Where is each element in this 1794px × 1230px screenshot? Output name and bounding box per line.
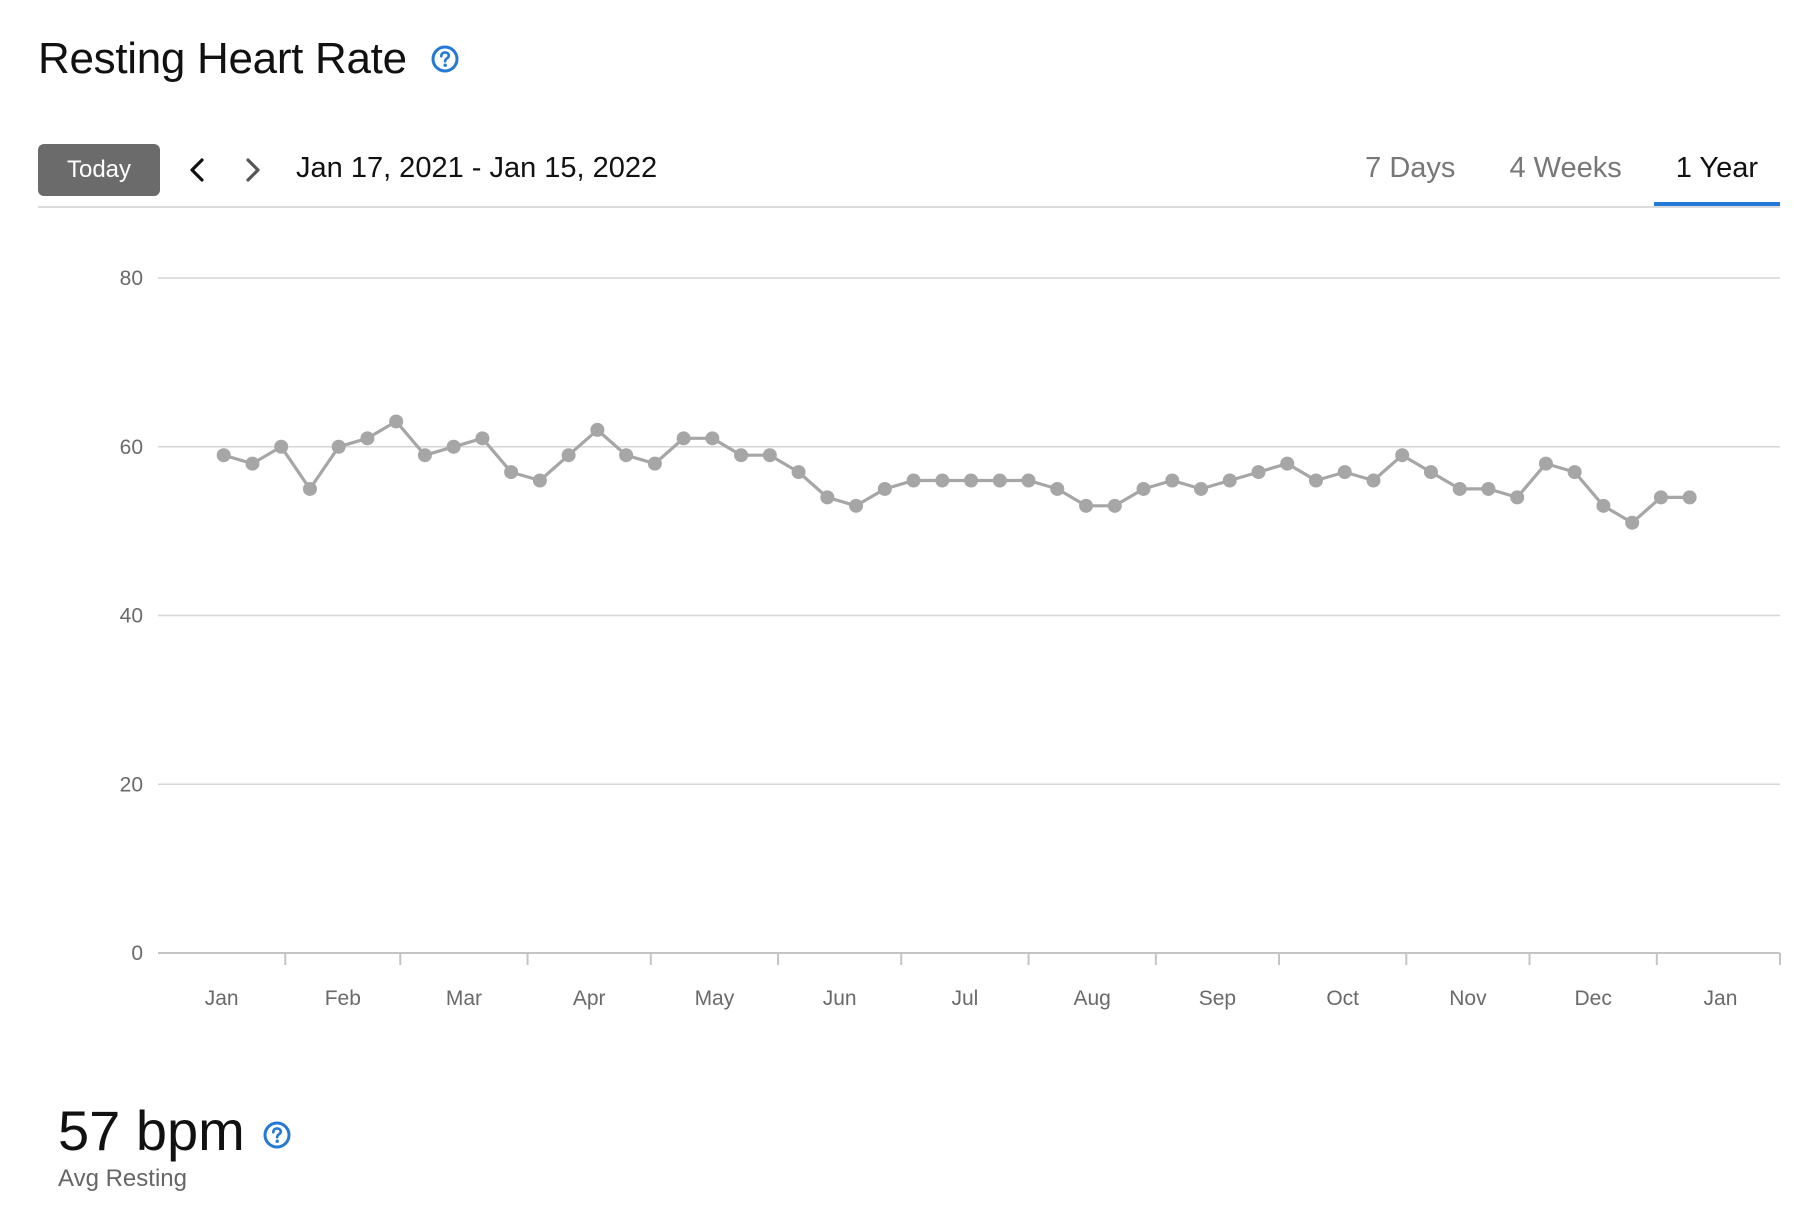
data-point [1395,448,1410,463]
data-point [360,431,375,446]
data-point [1280,456,1295,471]
data-point [1136,481,1151,496]
data-point [1481,481,1496,496]
x-tick-label: Jun [823,987,857,1010]
data-point [705,431,720,446]
data-point [1567,465,1582,480]
data-point [964,473,979,488]
avg-help-icon[interactable] [263,1121,291,1149]
tab-4-weeks[interactable]: 4 Weeks [1509,152,1622,184]
y-tick-label: 0 [131,942,143,965]
data-point [1538,456,1553,471]
data-point [820,490,835,505]
data-point [1366,473,1381,488]
avg-resting-value: 57 bpm [58,1098,291,1163]
page-title: Resting Heart Rate [38,34,459,84]
x-tick-label: Nov [1449,987,1487,1010]
data-point [1452,481,1467,496]
y-tick-label: 80 [120,267,143,290]
data-point [1251,465,1266,480]
x-tick-label: Dec [1574,987,1611,1010]
y-tick-label: 20 [120,773,143,796]
date-toolbar: Today Jan 17, 2021 - Jan 15, 2022 7 Days… [38,144,1781,208]
x-tick-label: Oct [1326,987,1359,1010]
x-tick-label: Jan [1704,987,1738,1010]
data-point [532,473,547,488]
data-point [1337,465,1352,480]
x-tick-label: Feb [325,987,361,1010]
data-point [734,448,749,463]
data-point [1596,498,1611,513]
data-point [877,481,892,496]
data-point [647,456,662,471]
data-point [676,431,691,446]
y-tick-label: 60 [120,436,143,459]
data-point [1423,465,1438,480]
data-point [561,448,576,463]
data-point [1625,515,1640,530]
data-point [849,498,864,513]
x-tick-label: Mar [446,987,482,1010]
x-tick-label: Apr [573,987,606,1010]
data-point [302,481,317,496]
y-tick-label: 40 [120,605,143,628]
data-point [906,473,921,488]
today-button[interactable]: Today [38,144,160,196]
x-tick-label: Jul [951,987,978,1010]
data-point [274,439,289,454]
page-title-text: Resting Heart Rate [38,34,407,83]
x-tick-label: May [695,987,735,1010]
x-tick-label: Sep [1199,987,1236,1010]
data-point [791,465,806,480]
series-line [223,419,1690,525]
chevron-right-icon[interactable] [234,150,270,190]
avg-resting-label: Avg Resting [58,1165,187,1192]
data-point [762,448,777,463]
chevron-left-icon[interactable] [180,150,216,190]
data-point [245,456,260,471]
range-tabs: 7 Days 4 Weeks 1 Year [1333,144,1781,206]
data-point [1682,490,1697,505]
data-point [475,431,490,446]
data-point [935,473,950,488]
data-point [1308,473,1323,488]
data-point [1222,473,1237,488]
tab-1-year[interactable]: 1 Year [1653,144,1781,206]
data-point [619,448,634,463]
help-icon[interactable] [431,45,459,73]
summary: 57 bpm Avg Resting [58,1098,291,1193]
data-point [504,465,519,480]
data-point [417,448,432,463]
data-point [331,439,346,454]
x-tick-label: Jan [205,987,239,1010]
data-point [590,422,605,437]
x-tick-label: Aug [1074,987,1111,1010]
data-point [446,439,461,454]
resting-heart-rate-chart: 0 20 40 60 80 Jan Feb Mar Apr May Jun Jul Aug Sep Oct N… [120,267,1781,1010]
date-range-label: Jan 17, 2021 - Jan 15, 2022 [296,152,658,184]
data-point [1050,481,1065,496]
data-point [1107,498,1122,513]
data-point [1653,490,1668,505]
avg-value-text: 57 bpm [58,1099,245,1162]
tab-7-days[interactable]: 7 Days [1365,152,1456,184]
data-point [216,448,231,463]
data-point [992,473,1007,488]
data-point [1021,473,1036,488]
data-point [1165,473,1180,488]
data-point [389,414,404,429]
data-point [1079,498,1094,513]
data-point [1194,481,1209,496]
data-point [1510,490,1525,505]
